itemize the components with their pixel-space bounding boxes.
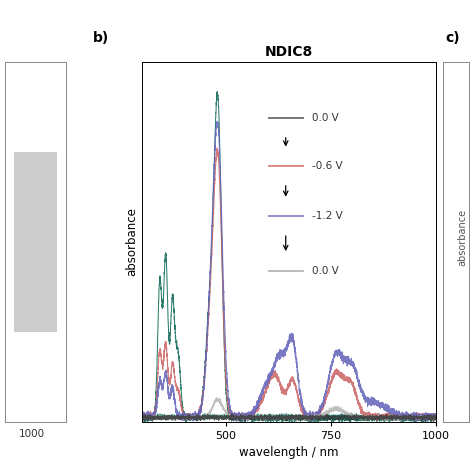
Text: 1000: 1000 xyxy=(19,429,46,439)
Y-axis label: absorbance: absorbance xyxy=(125,207,138,276)
Bar xyxy=(14,152,57,332)
X-axis label: wavelength / nm: wavelength / nm xyxy=(239,447,339,459)
Title: NDIC8: NDIC8 xyxy=(265,45,313,59)
Text: absorbance: absorbance xyxy=(457,209,467,265)
Text: c): c) xyxy=(446,31,460,45)
Text: b): b) xyxy=(92,31,109,45)
